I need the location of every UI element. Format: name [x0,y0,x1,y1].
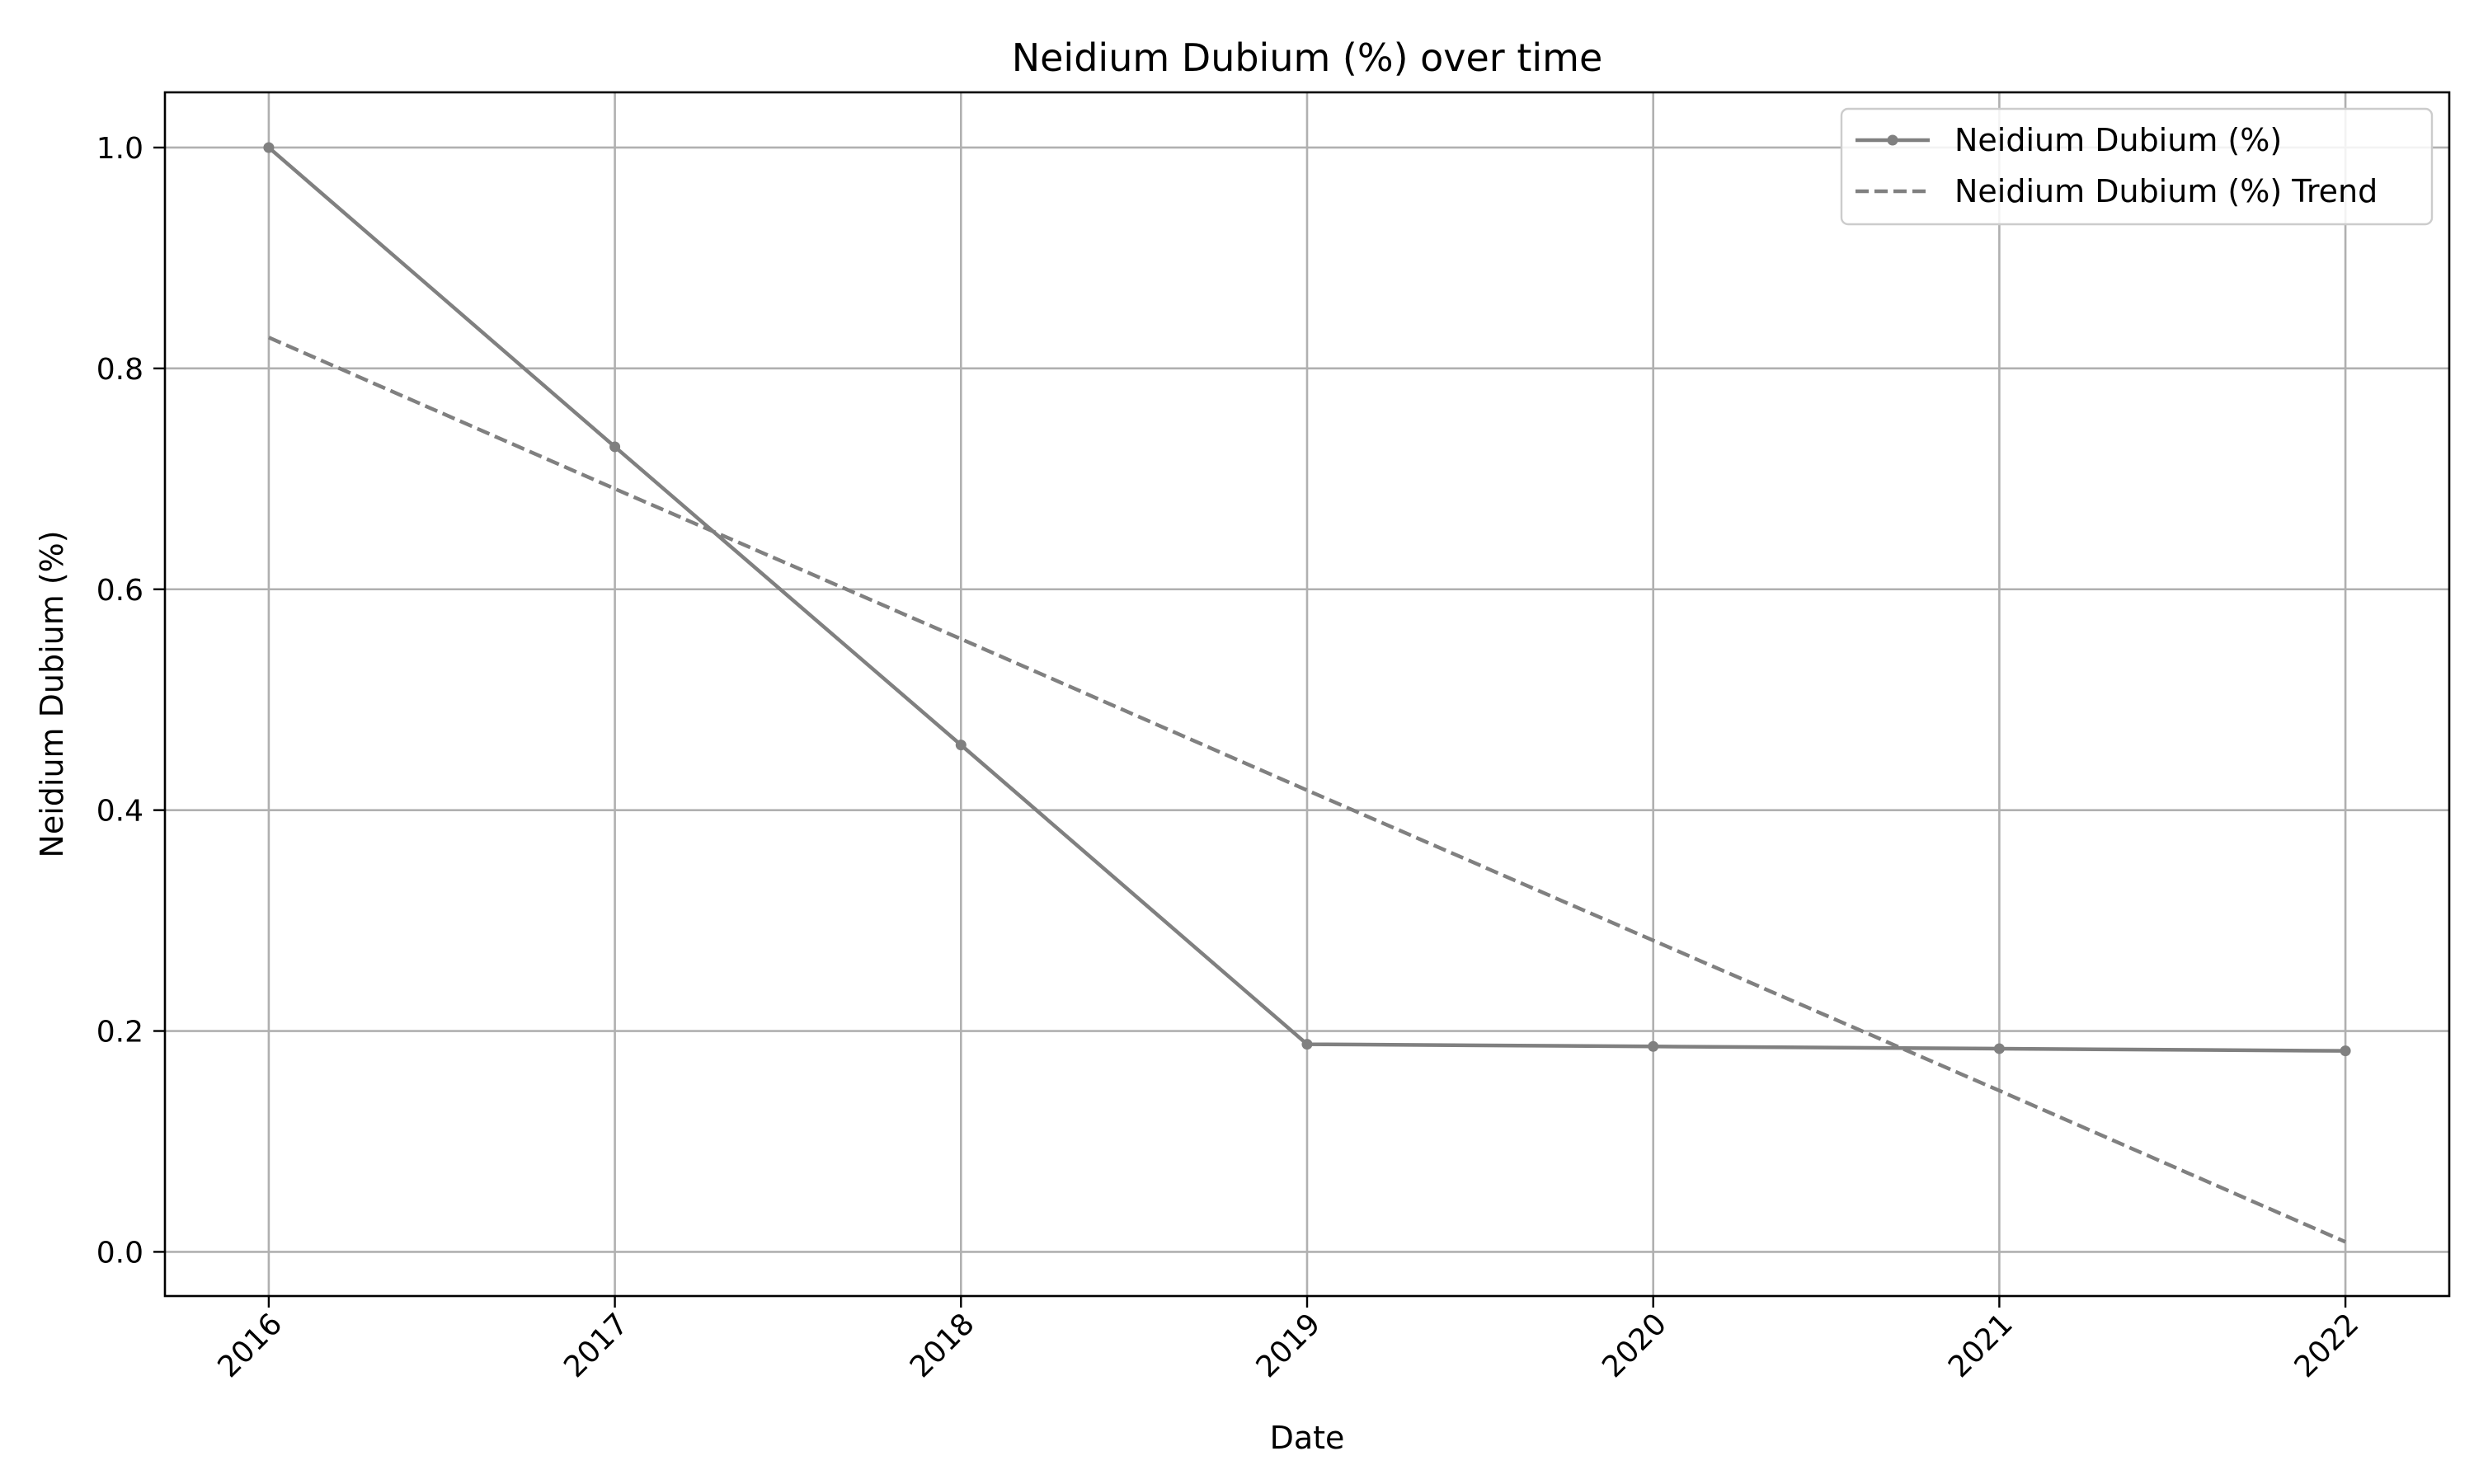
data-point [1648,1040,1659,1052]
legend-label-trend: Neidium Dubium (%) Trend [1954,173,2378,209]
data-point [1993,1043,2005,1054]
data-point [609,441,621,453]
series-line-trend [268,336,2346,1244]
y-tick-label: 0.2 [96,1016,143,1050]
legend-label-observed: Neidium Dubium (%) [1954,122,2282,158]
y-tick-label: 0.8 [96,353,143,387]
legend-marker-observed [1887,134,1898,146]
data-point [2340,1045,2351,1057]
y-tick-label: 0.4 [96,795,143,829]
data-point [955,740,967,751]
y-axis: 0.0 0.2 0.4 0.6 0.8 1.0 [96,132,165,1270]
y-tick-label: 0.6 [96,574,143,608]
y-axis-label: Neidium Dubium (%) [34,530,70,857]
legend: Neidium Dubium (%) Neidium Dubium (%) Tr… [1840,107,2434,226]
grid [165,92,2449,1296]
series-layer [263,142,2351,1244]
y-tick-label: 0.0 [96,1236,143,1270]
y-tick-label: 1.0 [96,132,143,166]
data-point [1301,1039,1313,1050]
data-point [263,142,275,153]
x-axis-label: Date [1270,1420,1345,1456]
chart-title: Neidium Dubium (%) over time [1012,35,1603,80]
legend-box [1840,107,2434,226]
